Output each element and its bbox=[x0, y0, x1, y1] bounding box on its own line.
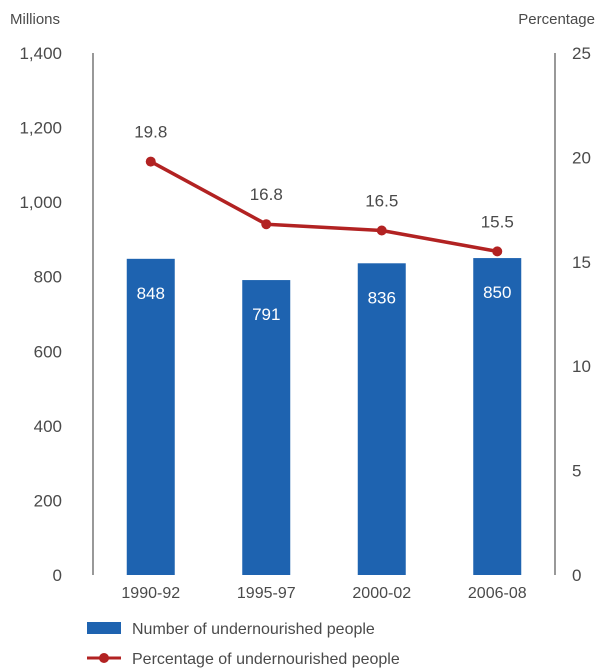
x-tick-label: 1995-97 bbox=[237, 585, 296, 602]
left-tick-label: 0 bbox=[53, 566, 62, 585]
right-tick-labels: 0 5 10 15 20 25 bbox=[572, 44, 591, 585]
bar bbox=[126, 258, 175, 575]
line-value-label: 16.5 bbox=[365, 191, 398, 210]
bar bbox=[242, 280, 291, 575]
bar-value-label: 848 bbox=[137, 284, 165, 303]
right-tick-label: 5 bbox=[572, 462, 581, 481]
left-tick-label: 600 bbox=[34, 342, 62, 361]
line-point bbox=[261, 219, 272, 230]
left-tick-label: 1,000 bbox=[19, 193, 62, 212]
line-value-label: 16.8 bbox=[250, 185, 283, 204]
right-tick-label: 20 bbox=[572, 148, 591, 167]
line-point bbox=[376, 225, 387, 236]
legend-bar-swatch bbox=[87, 622, 121, 634]
right-tick-label: 25 bbox=[572, 44, 591, 63]
line-value-label: 19.8 bbox=[134, 123, 167, 142]
right-tick-label: 15 bbox=[572, 253, 591, 272]
percentage-line bbox=[145, 156, 503, 257]
bars bbox=[126, 258, 522, 575]
left-tick-label: 1,400 bbox=[19, 44, 62, 63]
line-value-label: 15.5 bbox=[481, 212, 514, 231]
x-tick-label: 2000-02 bbox=[352, 585, 411, 602]
left-tick-label: 800 bbox=[34, 268, 62, 287]
line-point bbox=[145, 156, 156, 167]
x-tick-labels: 1990-92 1995-97 2000-02 2006-08 bbox=[121, 585, 526, 602]
left-tick-label: 200 bbox=[34, 491, 62, 510]
right-tick-label: 0 bbox=[572, 566, 581, 585]
legend: Number of undernourished people Percenta… bbox=[87, 621, 400, 668]
right-tick-label: 10 bbox=[572, 357, 591, 376]
left-tick-label: 400 bbox=[34, 417, 62, 436]
x-tick-label: 1990-92 bbox=[121, 585, 180, 602]
bar-value-label: 836 bbox=[368, 288, 396, 307]
right-axis-title: Percentage bbox=[518, 11, 595, 28]
legend-line-label: Percentage of undernourished people bbox=[132, 651, 400, 668]
x-tick-label: 2006-08 bbox=[468, 585, 527, 602]
bar bbox=[357, 263, 406, 575]
legend-line-marker bbox=[99, 653, 109, 663]
bar bbox=[473, 258, 522, 575]
line-value-labels: 19.8 16.8 16.5 15.5 bbox=[134, 123, 514, 232]
percentage-line-path bbox=[149, 160, 498, 254]
left-axis-title: Millions bbox=[10, 11, 60, 28]
left-tick-label: 1,200 bbox=[19, 119, 62, 138]
line-point bbox=[492, 246, 503, 257]
bar-value-labels: 848 791 836 850 bbox=[137, 283, 512, 324]
legend-bar-label: Number of undernourished people bbox=[132, 621, 375, 638]
bar-value-label: 850 bbox=[483, 283, 511, 302]
left-tick-labels: 0 200 400 600 800 1,000 1,200 1,400 bbox=[19, 44, 62, 585]
bar-value-label: 791 bbox=[252, 305, 280, 324]
